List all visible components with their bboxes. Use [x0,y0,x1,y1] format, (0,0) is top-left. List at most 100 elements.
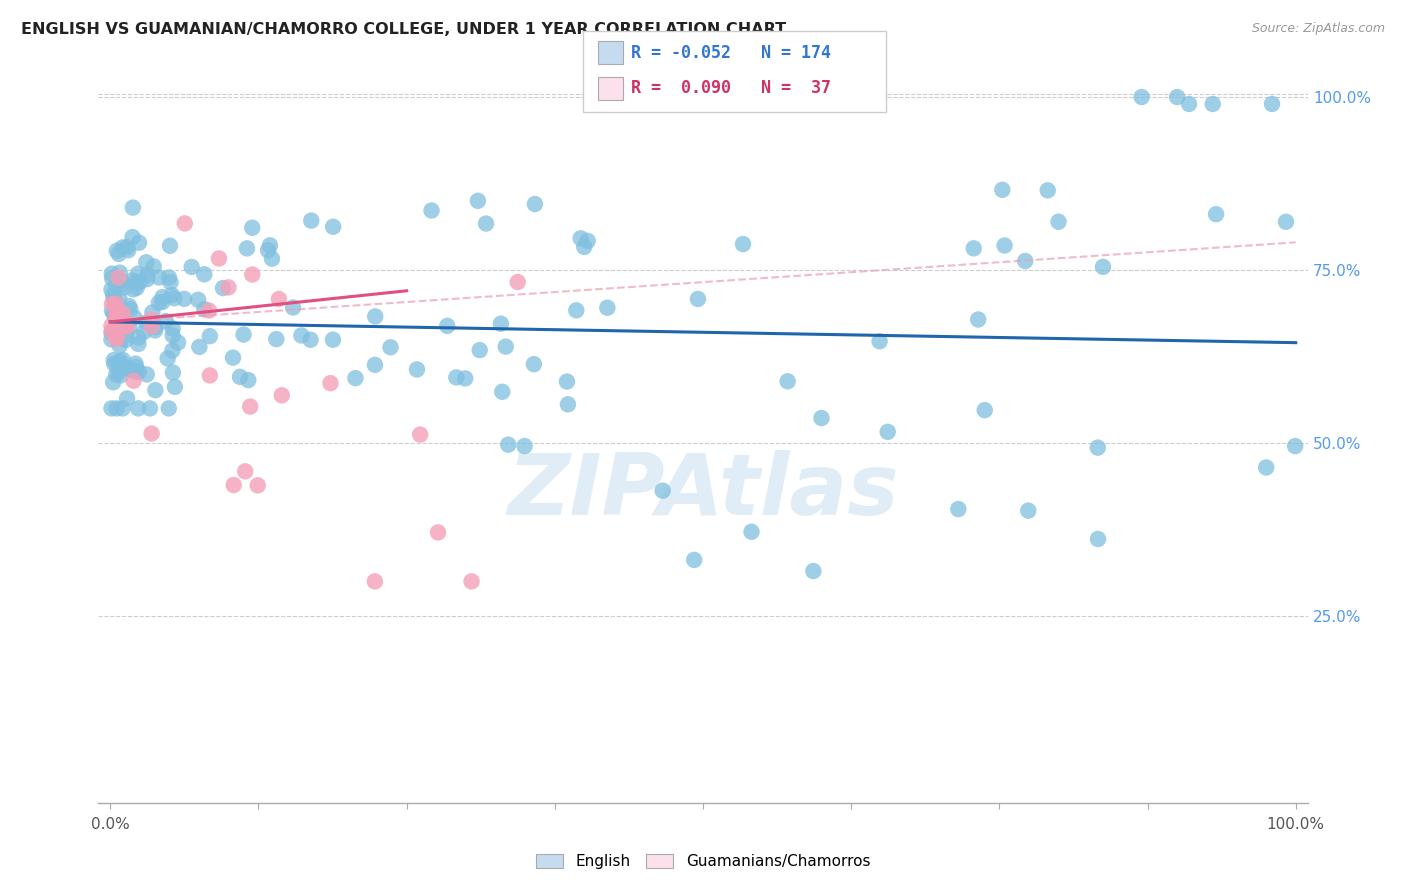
Point [108,266,131,280]
Point [270,388,292,402]
Point [173,292,195,306]
Point [869,334,891,349]
Point [107,356,129,370]
Text: Source: ZipAtlas.com: Source: ZipAtlas.com [1251,22,1385,36]
Point [801,564,824,578]
Point [491,384,513,399]
Point [101,297,124,311]
Point [159,275,181,289]
Point [596,301,619,315]
Point [100,318,122,333]
Point [105,278,128,293]
Point [111,240,134,254]
Point [107,317,129,331]
Point [103,353,125,368]
Point [322,219,344,234]
Point [299,213,322,227]
Point [776,374,799,388]
Point [239,400,262,414]
Point [127,337,149,351]
Point [163,291,186,305]
Point [107,321,129,335]
Point [495,340,517,354]
Text: ENGLISH VS GUAMANIAN/CHAMORRO COLLEGE, UNDER 1 YEAR CORRELATION CHART: ENGLISH VS GUAMANIAN/CHAMORRO COLLEGE, U… [21,22,786,37]
Point [112,280,135,294]
Point [110,274,132,288]
Point [217,280,239,294]
Point [1130,90,1153,104]
Point [232,327,254,342]
Point [569,231,592,245]
Point [576,234,599,248]
Point [101,303,124,318]
Point [1205,207,1227,221]
Point [139,401,162,416]
Point [427,525,450,540]
Point [162,366,184,380]
Point [134,325,156,339]
Point [1256,460,1278,475]
Point [1261,97,1284,112]
Point [467,194,489,208]
Point [233,464,256,478]
Point [107,247,129,261]
Point [523,357,546,371]
Point [364,358,387,372]
Point [344,371,367,385]
Point [115,319,138,334]
Point [162,321,184,335]
Point [112,360,135,375]
Point [108,291,131,305]
Point [1017,503,1039,517]
Point [260,252,283,266]
Point [128,365,150,379]
Point [229,369,252,384]
Point [117,244,139,258]
Point [460,574,482,589]
Point [104,310,127,325]
Point [496,438,519,452]
Point [454,371,477,385]
Point [523,197,546,211]
Point [125,365,148,379]
Point [107,270,129,285]
Point [238,373,260,387]
Point [121,201,143,215]
Point [142,260,165,274]
Point [125,276,148,290]
Point [266,332,288,346]
Point [118,320,141,334]
Point [1178,97,1201,112]
Point [731,237,754,252]
Point [409,427,432,442]
Point [141,319,163,334]
Text: R =  0.090   N =  37: R = 0.090 N = 37 [631,79,831,97]
Point [740,524,762,539]
Point [110,309,132,323]
Point [1087,441,1109,455]
Point [105,313,128,327]
Point [420,203,443,218]
Point [1166,90,1188,104]
Point [290,328,312,343]
Point [141,318,163,333]
Point [115,328,138,343]
Point [1284,439,1306,453]
Point [111,307,134,321]
Point [246,478,269,492]
Point [121,273,143,287]
Point [468,343,491,358]
Point [105,368,128,382]
Point [155,314,177,328]
Point [101,288,124,302]
Point [876,425,898,439]
Point [145,320,167,334]
Point [104,296,127,310]
Point [105,244,128,258]
Point [436,318,458,333]
Point [114,318,136,333]
Point [993,238,1015,252]
Point [198,329,221,343]
Point [105,401,128,416]
Point [118,362,141,376]
